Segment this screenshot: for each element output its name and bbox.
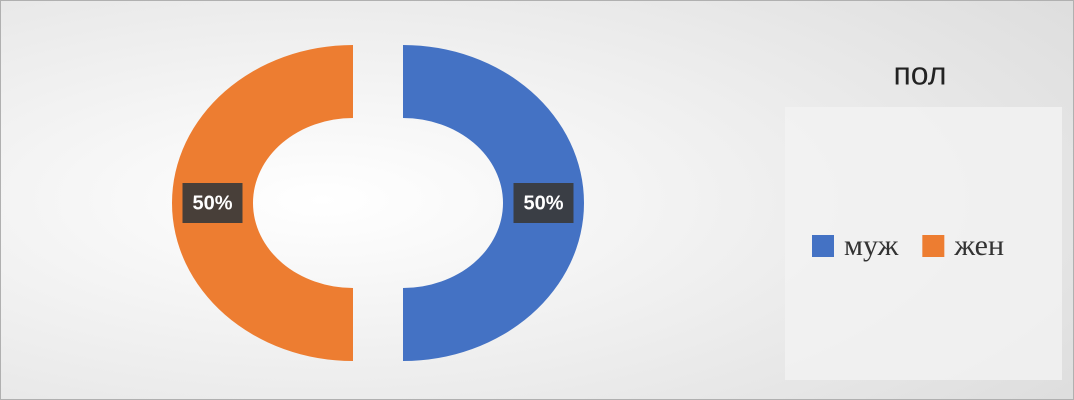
data-label-box xyxy=(182,183,243,223)
data-label: 50% xyxy=(192,192,232,214)
legend-swatch xyxy=(922,235,945,257)
donut-segment xyxy=(403,45,584,361)
data-label-box xyxy=(513,183,574,223)
donut-segment xyxy=(172,45,353,361)
legend-label: жен xyxy=(953,229,1004,262)
chart-title: пол xyxy=(893,55,946,91)
legend-label: муж xyxy=(844,229,899,262)
legend-swatch xyxy=(812,235,834,257)
data-label: 50% xyxy=(523,192,563,214)
